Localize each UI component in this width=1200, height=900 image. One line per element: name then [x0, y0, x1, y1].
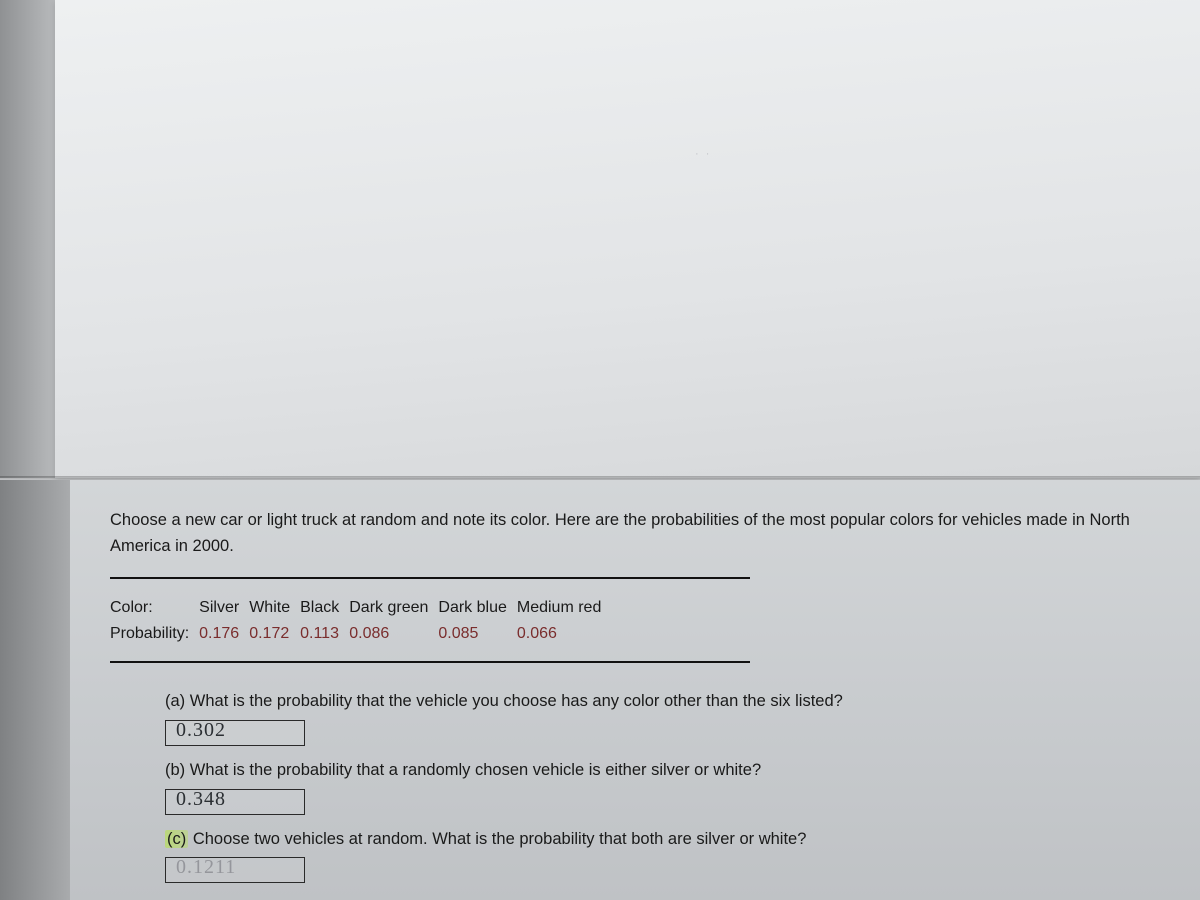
prob-value: 0.066	[517, 621, 611, 647]
row-label-color: Color:	[110, 595, 199, 621]
page-left-margin-bottom	[0, 480, 70, 900]
answer-b-handwritten: 0.348	[176, 788, 226, 811]
problem-region: Choose a new car or light truck at rando…	[70, 480, 1200, 900]
question-c-text: Choose two vehicles at random. What is t…	[193, 830, 807, 848]
question-list: (a) What is the probability that the veh…	[110, 689, 1160, 895]
table-header-row: Color: Silver White Black Dark green Dar…	[110, 595, 611, 621]
page-left-margin-top	[0, 0, 55, 478]
part-label-a: (a)	[165, 692, 185, 710]
probability-table: Color: Silver White Black Dark green Dar…	[110, 577, 750, 663]
question-a-text: What is the probability that the vehicle…	[190, 692, 843, 710]
answer-box-a[interactable]: 0.302	[165, 720, 305, 746]
prob-value: 0.113	[300, 621, 349, 647]
col-header: White	[249, 595, 300, 621]
prob-value: 0.172	[249, 621, 300, 647]
col-header: Silver	[199, 595, 249, 621]
question-b-text: What is the probability that a randomly …	[190, 761, 761, 779]
prob-value: 0.085	[438, 621, 516, 647]
question-a: (a) What is the probability that the veh…	[165, 689, 1160, 714]
table-value-row: Probability: 0.176 0.172 0.113 0.086 0.0…	[110, 621, 611, 647]
col-header: Medium red	[517, 595, 611, 621]
col-header: Dark blue	[438, 595, 516, 621]
problem-intro: Choose a new car or light truck at rando…	[110, 508, 1160, 559]
row-label-probability: Probability:	[110, 621, 199, 647]
prob-value: 0.176	[199, 621, 249, 647]
question-b: (b) What is the probability that a rando…	[165, 758, 1160, 783]
part-label-b: (b)	[165, 761, 185, 779]
paper-speck: · ·	[695, 148, 711, 160]
answer-a-handwritten: 0.302	[176, 719, 226, 742]
answer-c-handwritten: 0.1211	[176, 856, 236, 879]
part-label-c: (c)	[165, 830, 188, 848]
col-header: Black	[300, 595, 349, 621]
answer-box-b[interactable]: 0.348	[165, 789, 305, 815]
question-c: (c) Choose two vehicles at random. What …	[165, 827, 1160, 852]
answer-box-c[interactable]: 0.1211	[165, 857, 305, 883]
prob-value: 0.086	[349, 621, 438, 647]
paper-upper-blank: · ·	[55, 0, 1200, 478]
col-header: Dark green	[349, 595, 438, 621]
